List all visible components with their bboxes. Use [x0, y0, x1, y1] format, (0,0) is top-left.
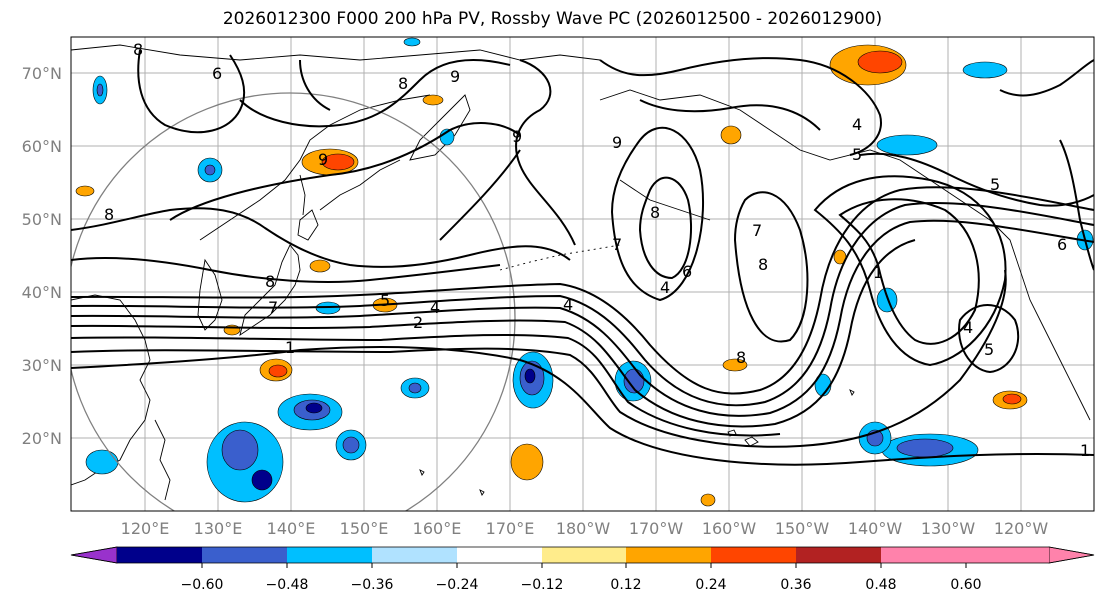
colorbar-segment — [881, 547, 966, 563]
contour-label: 8 — [736, 348, 746, 367]
colorbar-extend-max — [1048, 546, 1095, 564]
contour-label: 6 — [682, 262, 692, 281]
lon-label: 170°E — [486, 519, 535, 538]
contour-label: 9 — [318, 150, 328, 169]
lat-label-40n: 40°N — [22, 283, 62, 302]
lon-label: 160°E — [413, 519, 462, 538]
colorbar-tick: 0.12 — [610, 577, 641, 593]
contour-label: 4 — [563, 295, 573, 314]
lon-label: 180°W — [556, 519, 611, 538]
contour-label: 7 — [752, 221, 762, 240]
colorbar-segment — [202, 547, 287, 563]
lat-label-70n: 70°N — [22, 64, 62, 83]
colorbar-tick: 0.60 — [950, 577, 981, 593]
lat-label-30n: 30°N — [22, 356, 62, 375]
colorbar-segment — [372, 547, 457, 563]
lon-label: 120°E — [121, 519, 170, 538]
contour-label: 8 — [104, 205, 114, 224]
lon-label: 160°W — [702, 519, 757, 538]
colorbar-segment — [287, 547, 372, 563]
contour-label: 4 — [852, 115, 862, 134]
colorbar-tick: −0.48 — [266, 577, 309, 593]
colorbar-tick: −0.12 — [521, 577, 564, 593]
gridlines — [71, 37, 1094, 511]
colorbar-segment — [796, 547, 881, 563]
contour-label: 5 — [984, 340, 994, 359]
colorbar-segment — [966, 547, 1049, 563]
lat-label-60n: 60°N — [22, 137, 62, 156]
colorbar-tick: 0.24 — [695, 577, 726, 593]
lon-label: 140°W — [848, 519, 903, 538]
colorbar-tick: −0.60 — [181, 577, 224, 593]
contour-label: 1 — [285, 338, 295, 357]
map-border — [70, 36, 1095, 512]
contour-label: 5 — [380, 291, 390, 310]
contour-label: 9 — [512, 127, 522, 146]
contour-label: 8 — [650, 203, 660, 222]
pv-contours — [71, 49, 1094, 466]
colorbar-tick: 0.48 — [865, 577, 896, 593]
lat-label-20n: 20°N — [22, 429, 62, 448]
lon-label: 140°E — [267, 519, 316, 538]
colorbar-segment — [457, 547, 542, 563]
contour-label: 8 — [265, 272, 275, 291]
contour-label: 1 — [873, 263, 883, 282]
contour-label: 4 — [660, 278, 670, 297]
colorbar-tick: 0.36 — [780, 577, 811, 593]
lon-label: 150°E — [340, 519, 389, 538]
lat-label-50n: 50°N — [22, 210, 62, 229]
colorbar-segment — [626, 547, 711, 563]
region-circle — [71, 92, 516, 511]
contour-label: 6 — [1057, 235, 1067, 254]
contour-label: 6 — [212, 64, 222, 83]
latitude-labels: 70°N 60°N 50°N 40°N 30°N 20°N — [22, 64, 62, 448]
colorbar-segment — [542, 547, 626, 563]
colorbar-segment — [117, 547, 202, 563]
contour-label: 8 — [133, 40, 143, 59]
map-title: 2026012300 F000 200 hPa PV, Rossby Wave … — [222, 9, 883, 29]
contour-label: 4 — [430, 298, 440, 317]
contour-label: 9 — [612, 133, 622, 152]
colorbar-segment — [711, 547, 796, 563]
contour-label: 8 — [398, 74, 408, 93]
colorbar: −0.60 −0.48 −0.36 −0.24 −0.12 0.12 0.24 … — [70, 546, 1095, 593]
contour-label: 4 — [963, 318, 973, 337]
contour-label: 5 — [990, 175, 1000, 194]
lon-label: 150°W — [775, 519, 830, 538]
contour-label: 5 — [852, 145, 862, 164]
colorbar-extend-min — [70, 546, 118, 564]
colorbar-tick: −0.36 — [351, 577, 394, 593]
longitude-labels: 120°E 130°E 140°E 150°E 160°E 170°E 180°… — [121, 519, 1049, 538]
lon-label: 130°E — [194, 519, 243, 538]
colorbar-tick: −0.24 — [436, 577, 479, 593]
contour-label: 7 — [612, 235, 622, 254]
contour-label: 1 — [1080, 441, 1090, 460]
lon-label: 170°W — [629, 519, 684, 538]
contour-labels: 6 8 9 8 9 9 8 8 7 5 4 2 1 4 7 8 9 4 6 7 … — [104, 40, 1090, 460]
contour-label: 2 — [413, 313, 423, 332]
lon-label: 130°W — [921, 519, 976, 538]
lon-label: 120°W — [994, 519, 1049, 538]
contour-label: 9 — [450, 67, 460, 86]
contour-label: 8 — [758, 255, 768, 274]
contour-label: 7 — [268, 298, 278, 317]
